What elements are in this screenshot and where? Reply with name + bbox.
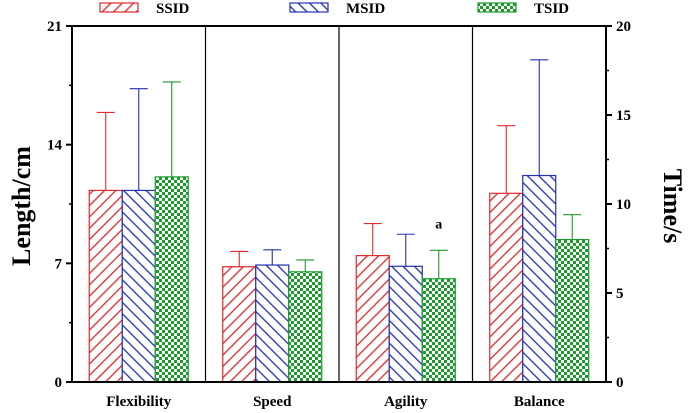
legend-label-ssid: SSID (156, 1, 190, 17)
bar-flexibility-ssid (88, 189, 123, 383)
annotations: a (435, 217, 442, 232)
error-bars (96, 59, 582, 279)
legend-label-tsid: TSID (534, 1, 569, 17)
right-tick-label: 20 (616, 19, 631, 35)
right-tick-label: 10 (616, 197, 631, 213)
left-tick-label: 7 (55, 256, 63, 272)
bar-flexibility-msid (121, 189, 156, 383)
bar-speed-tsid (288, 271, 323, 383)
bar-agility-tsid (421, 278, 456, 383)
left-tick-label: 0 (55, 375, 63, 391)
bar-flexibility-tsid (154, 176, 189, 383)
legend: SSID MSID TSID (99, 1, 569, 17)
bar-speed-ssid (222, 266, 257, 383)
left-tick-label: 21 (47, 19, 62, 35)
left-tick-label: 14 (47, 138, 63, 154)
bar-agility-msid (388, 265, 423, 383)
bar-speed-msid (255, 264, 290, 383)
legend-swatch-tsid (477, 2, 517, 13)
category-label-speed: Speed (253, 394, 292, 410)
legend-label-msid: MSID (346, 1, 385, 17)
annotation-a: a (435, 217, 442, 232)
bar-agility-ssid (355, 255, 390, 383)
left-y-axis: 0 7 14 21 (47, 19, 72, 391)
right-y-axis: 0 5 10 15 20 (606, 19, 631, 391)
bar-balance-ssid (489, 192, 524, 383)
bar-balance-tsid (555, 239, 590, 383)
category-label-balance: Balance (514, 394, 565, 410)
bars (88, 174, 590, 383)
category-dividers (204, 26, 474, 382)
right-tick-label: 15 (616, 108, 631, 124)
right-tick-label: 5 (616, 286, 624, 302)
legend-swatch-ssid (99, 2, 139, 13)
x-axis-labels: Flexibility Speed Agility Balance (106, 394, 565, 410)
bar-balance-msid (522, 174, 557, 383)
right-axis-title: Time/s (658, 169, 687, 244)
legend-swatch-msid (289, 2, 329, 13)
left-axis-title: Length/cm (7, 146, 36, 266)
right-tick-label: 0 (616, 375, 624, 391)
category-label-agility: Agility (384, 394, 428, 410)
category-label-flexibility: Flexibility (106, 394, 171, 410)
